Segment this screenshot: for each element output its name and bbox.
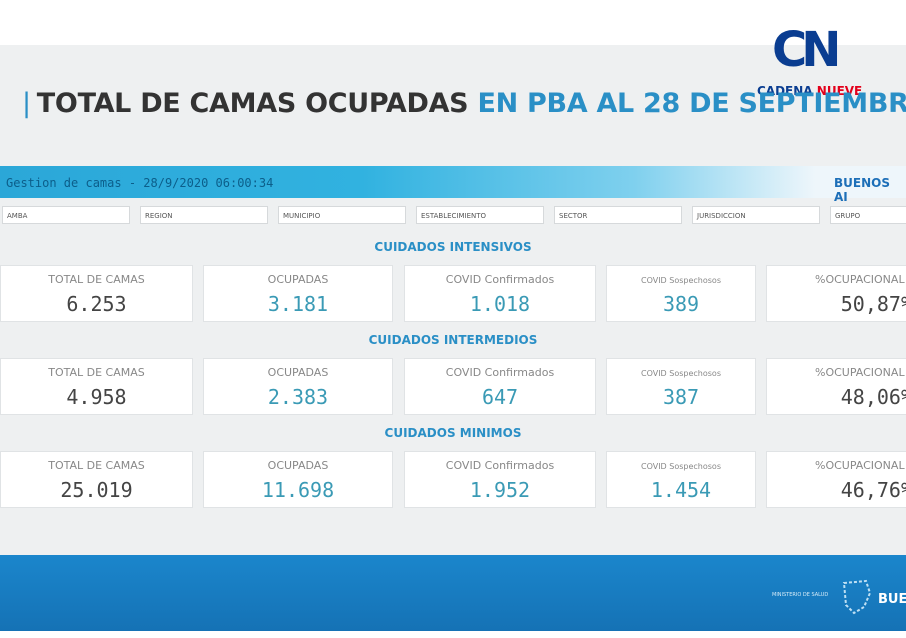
stat-card: TOTAL DE CAMAS 6.253 (0, 265, 193, 322)
stat-label: OCUPADAS (267, 273, 329, 286)
stat-card: OCUPADAS 11.698 (203, 451, 393, 508)
stat-label: COVID Sospechosos (640, 462, 721, 471)
stat-card: %OCUPACIONAL 48,06% (766, 358, 906, 415)
stat-label: TOTAL DE CAMAS (48, 273, 145, 286)
footer (0, 555, 906, 631)
stat-card: %OCUPACIONAL 46,76% (766, 451, 906, 508)
stat-card: %OCUPACIONAL 50,87% (766, 265, 906, 322)
stat-label: TOTAL DE CAMAS (48, 459, 145, 472)
stat-value: 2.383 (267, 385, 329, 409)
stat-value: 3.181 (267, 292, 329, 316)
stat-label: %OCUPACIONAL (815, 459, 905, 472)
stat-card: COVID Sospechosos 387 (606, 358, 756, 415)
stat-value: 6.253 (66, 292, 127, 316)
filter: MUNICIPIO (278, 206, 406, 224)
stat-label: OCUPADAS (267, 459, 329, 472)
logo: CN (772, 22, 841, 78)
section-title: CUIDADOS INTENSIVOS (374, 240, 532, 254)
filter: GRUPO (830, 206, 906, 224)
stat-value: 1.018 (469, 292, 531, 316)
stat-label: COVID Confirmados (445, 273, 555, 286)
stat-card: TOTAL DE CAMAS 25.019 (0, 451, 193, 508)
title: | TOTAL DE CAMAS OCUPADAS EN PBA AL 28 DE… (22, 88, 906, 119)
filter: JURISDICCION (692, 206, 820, 224)
stat-card: COVID Confirmados 1.018 (404, 265, 596, 322)
filter: REGION (140, 206, 268, 224)
footer-brand: BUE (878, 592, 906, 607)
stat-label: COVID Sospechosos (640, 276, 721, 285)
stat-label: %OCUPACIONAL (815, 273, 905, 286)
stat-label: %OCUPACIONAL (815, 366, 905, 379)
filter: AMBA (2, 206, 130, 224)
stat-card: OCUPADAS 2.383 (203, 358, 393, 415)
stat-value: 1.454 (650, 478, 712, 502)
stat-card: COVID Confirmados 647 (404, 358, 596, 415)
footer-ministry: MINISTERIO DE SALUD (772, 592, 829, 598)
dashboard-title: Gestion de camas - 28/9/2020 06:00:34 (6, 176, 274, 190)
filter: SECTOR (554, 206, 682, 224)
stat-card: OCUPADAS 3.181 (203, 265, 393, 322)
stat-card: TOTAL DE CAMAS 4.958 (0, 358, 193, 415)
dashboard-header (0, 166, 906, 198)
province-icon (842, 579, 872, 615)
dashboard-brand: BUENOS AI (834, 176, 890, 204)
stat-card: COVID Sospechosos 389 (606, 265, 756, 322)
stat-value: 48,06% (840, 385, 906, 409)
stat-value: 11.698 (261, 478, 335, 502)
stat-value: 46,76% (840, 478, 906, 502)
stat-value: 50,87% (840, 292, 906, 316)
stat-label: OCUPADAS (267, 366, 329, 379)
stat-card: COVID Confirmados 1.952 (404, 451, 596, 508)
stat-value: 4.958 (66, 385, 127, 409)
stat-value: 387 (662, 385, 700, 409)
stat-label: COVID Confirmados (445, 366, 555, 379)
stat-card: COVID Sospechosos 1.454 (606, 451, 756, 508)
section-title: CUIDADOS INTERMEDIOS (368, 333, 538, 347)
logo-name: CADENA NUEVE (757, 84, 863, 98)
stat-label: COVID Confirmados (445, 459, 555, 472)
section-title: CUIDADOS MINIMOS (384, 426, 522, 440)
stat-value: 647 (481, 385, 519, 409)
filter: ESTABLECIMIENTO (416, 206, 544, 224)
stat-label: TOTAL DE CAMAS (48, 366, 145, 379)
stat-value: 25.019 (60, 478, 133, 502)
stat-label: COVID Sospechosos (640, 369, 721, 378)
stat-value: 1.952 (469, 478, 531, 502)
stat-value: 389 (662, 292, 700, 316)
